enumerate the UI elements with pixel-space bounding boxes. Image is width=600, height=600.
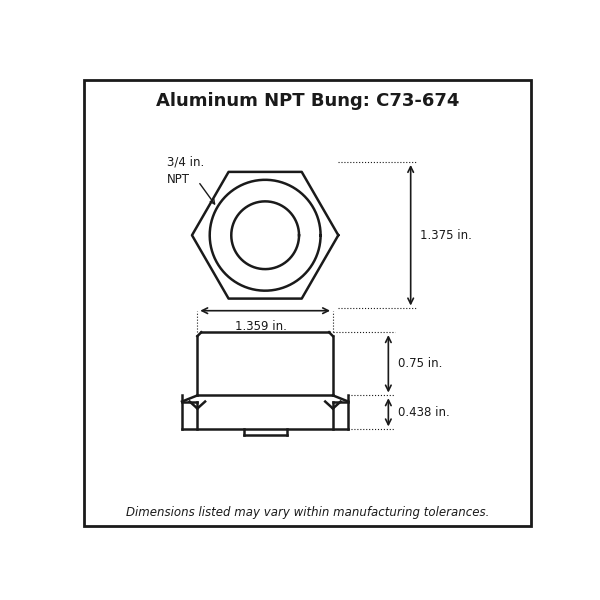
Text: Aluminum NPT Bung: C73-674: Aluminum NPT Bung: C73-674 <box>156 92 459 110</box>
Text: 1.375 in.: 1.375 in. <box>420 229 472 242</box>
Text: 0.75 in.: 0.75 in. <box>398 358 442 370</box>
Text: Dimensions listed may vary within manufacturing tolerances.: Dimensions listed may vary within manufa… <box>126 506 489 519</box>
Text: 0.438 in.: 0.438 in. <box>398 406 449 419</box>
Text: 3/4 in.
NPT: 3/4 in. NPT <box>167 155 205 185</box>
Text: 1.359 in.: 1.359 in. <box>235 320 287 333</box>
